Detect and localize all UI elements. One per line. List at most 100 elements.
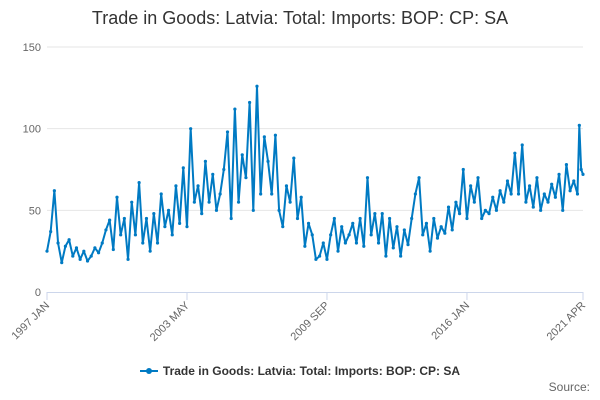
data-point[interactable]: [60, 261, 64, 265]
data-point[interactable]: [111, 247, 115, 252]
data-point[interactable]: [115, 195, 119, 199]
data-point[interactable]: [233, 107, 237, 111]
data-point[interactable]: [454, 200, 458, 204]
data-point[interactable]: [174, 184, 178, 188]
data-point[interactable]: [85, 259, 90, 263]
data-point[interactable]: [259, 192, 263, 196]
data-point[interactable]: [266, 159, 270, 163]
data-point[interactable]: [388, 216, 392, 221]
data-point[interactable]: [373, 212, 377, 216]
data-point[interactable]: [244, 176, 248, 180]
data-point[interactable]: [262, 135, 266, 139]
data-point[interactable]: [67, 238, 71, 242]
data-point[interactable]: [561, 208, 565, 212]
data-point[interactable]: [292, 156, 296, 160]
data-point[interactable]: [402, 228, 406, 232]
data-point[interactable]: [365, 176, 370, 180]
data-point[interactable]: [483, 208, 487, 212]
data-point[interactable]: [189, 127, 193, 131]
data-point[interactable]: [82, 249, 86, 253]
data-point[interactable]: [200, 212, 204, 216]
data-point[interactable]: [424, 221, 429, 225]
data-point[interactable]: [439, 225, 443, 229]
data-point[interactable]: [443, 231, 447, 235]
legend[interactable]: Trade in Goods: Latvia: Total: Imports: …: [0, 364, 600, 378]
data-point[interactable]: [321, 241, 325, 245]
data-point[interactable]: [141, 241, 145, 245]
data-point[interactable]: [410, 216, 414, 221]
data-point[interactable]: [185, 225, 189, 229]
data-point[interactable]: [332, 216, 336, 221]
data-point[interactable]: [505, 179, 510, 183]
data-point[interactable]: [240, 153, 244, 157]
data-point[interactable]: [520, 143, 524, 147]
data-point[interactable]: [277, 208, 281, 212]
data-point[interactable]: [325, 257, 329, 261]
data-point[interactable]: [93, 246, 97, 250]
data-point[interactable]: [284, 184, 289, 188]
data-point[interactable]: [502, 200, 506, 204]
data-point[interactable]: [78, 257, 82, 261]
data-point[interactable]: [318, 254, 322, 258]
data-point[interactable]: [192, 200, 196, 204]
data-point[interactable]: [461, 167, 465, 172]
data-point[interactable]: [472, 200, 476, 204]
data-point[interactable]: [203, 159, 208, 163]
data-point[interactable]: [494, 208, 499, 212]
data-point[interactable]: [465, 216, 469, 221]
data-point[interactable]: [288, 200, 292, 204]
data-point[interactable]: [71, 254, 75, 258]
data-point[interactable]: [336, 249, 340, 253]
data-point[interactable]: [130, 200, 134, 204]
data-point[interactable]: [376, 241, 381, 245]
data-point[interactable]: [347, 233, 351, 237]
data-point[interactable]: [428, 249, 432, 253]
data-point[interactable]: [229, 216, 233, 221]
data-point[interactable]: [52, 189, 56, 193]
data-point[interactable]: [89, 254, 93, 258]
data-point[interactable]: [137, 180, 141, 185]
data-point[interactable]: [487, 212, 491, 216]
data-point[interactable]: [299, 195, 303, 199]
data-point[interactable]: [295, 216, 300, 221]
data-point[interactable]: [546, 200, 550, 204]
data-point[interactable]: [248, 100, 252, 105]
data-point[interactable]: [306, 221, 311, 225]
data-point[interactable]: [406, 243, 410, 247]
data-point[interactable]: [159, 192, 163, 196]
data-point[interactable]: [581, 172, 585, 176]
data-point[interactable]: [577, 123, 581, 127]
data-point[interactable]: [572, 179, 576, 183]
data-point[interactable]: [579, 167, 583, 172]
data-point[interactable]: [152, 212, 156, 216]
data-point[interactable]: [273, 133, 277, 137]
data-point[interactable]: [314, 257, 318, 261]
data-point[interactable]: [329, 233, 333, 237]
data-point[interactable]: [166, 208, 171, 212]
data-point[interactable]: [163, 225, 167, 229]
data-point[interactable]: [513, 151, 517, 155]
data-point[interactable]: [351, 221, 355, 225]
data-point[interactable]: [358, 216, 362, 221]
data-point[interactable]: [391, 246, 395, 250]
data-point[interactable]: [542, 192, 546, 196]
data-point[interactable]: [100, 241, 104, 245]
data-point[interactable]: [310, 233, 314, 237]
legend-label[interactable]: Trade in Goods: Latvia: Total: Imports: …: [162, 364, 461, 378]
data-point[interactable]: [531, 205, 535, 209]
data-point[interactable]: [380, 212, 384, 216]
data-point[interactable]: [281, 225, 285, 229]
data-point[interactable]: [539, 208, 543, 212]
data-point[interactable]: [568, 189, 572, 193]
data-point[interactable]: [435, 236, 440, 240]
data-point[interactable]: [395, 225, 399, 229]
data-point[interactable]: [417, 176, 421, 180]
data-point[interactable]: [270, 192, 274, 196]
data-point[interactable]: [119, 233, 123, 237]
data-point[interactable]: [104, 228, 108, 232]
data-point[interactable]: [550, 182, 554, 186]
data-point[interactable]: [170, 233, 174, 237]
data-point[interactable]: [491, 195, 495, 199]
data-point[interactable]: [450, 228, 454, 232]
data-point[interactable]: [211, 172, 215, 176]
